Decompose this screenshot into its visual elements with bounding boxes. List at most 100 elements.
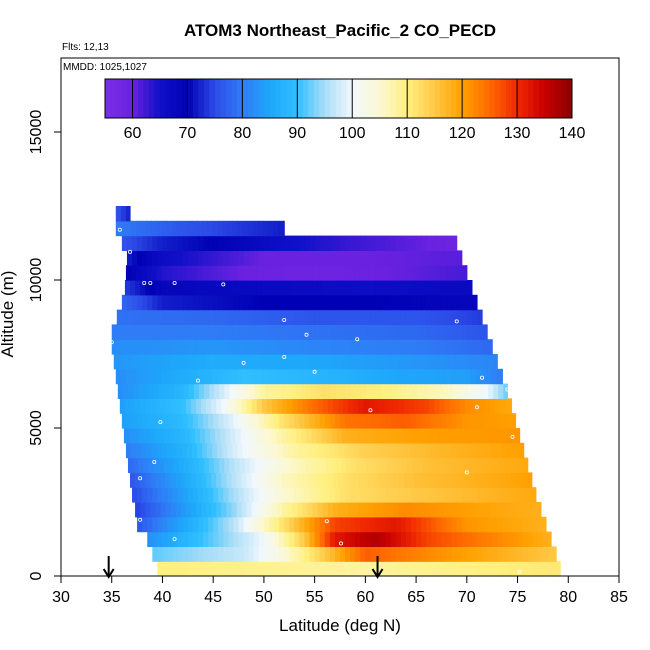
heatmap-cell	[365, 546, 372, 562]
heatmap-cell	[131, 442, 137, 459]
heatmap-cell	[213, 309, 219, 325]
heatmap-cell	[148, 383, 154, 399]
heatmap-cell	[451, 516, 458, 533]
heatmap-cell	[366, 457, 373, 473]
colorbar-segment	[324, 79, 331, 118]
heatmap-cell	[232, 442, 239, 459]
heatmap-cell	[177, 339, 184, 355]
colorbar-segment	[357, 79, 364, 118]
heatmap-cell	[295, 457, 302, 473]
heatmap-cell	[281, 354, 287, 370]
heatmap-cell	[183, 383, 190, 399]
heatmap-cell	[426, 339, 432, 355]
heatmap-cell	[367, 428, 374, 444]
heatmap-cell	[167, 546, 174, 562]
heatmap-cell	[332, 502, 339, 518]
heatmap-cell	[203, 531, 209, 547]
heatmap-cell	[233, 309, 240, 325]
heatmap-cell	[466, 487, 473, 503]
heatmap-cell	[423, 428, 429, 444]
heatmap-cell	[126, 309, 133, 325]
heatmap-cell	[166, 442, 173, 459]
heatmap-cell	[424, 472, 430, 488]
heatmap-cell	[426, 324, 432, 340]
heatmap-cell	[177, 324, 184, 340]
heatmap-cell	[489, 428, 495, 444]
heatmap-cell	[294, 294, 301, 311]
heatmap-cell	[137, 339, 143, 355]
heatmap-cell	[471, 413, 478, 429]
heatmap-cell	[302, 280, 309, 296]
heatmap-cell	[287, 472, 293, 488]
heatmap-cell	[223, 561, 229, 577]
heatmap-cell	[126, 294, 133, 311]
heatmap-cell	[191, 442, 198, 459]
heatmap-cell	[348, 472, 354, 488]
colorbar-tick-label: 70	[179, 125, 197, 142]
heatmap-cell	[492, 413, 498, 429]
heatmap-cell	[477, 457, 484, 473]
heatmap-cell	[150, 502, 156, 518]
heatmap-cell	[237, 368, 244, 385]
x-tick-label: 55	[306, 589, 324, 606]
sample-point	[152, 459, 157, 464]
heatmap-cell	[504, 428, 511, 444]
heatmap-cell	[172, 294, 179, 311]
heatmap-cell	[212, 442, 218, 459]
heatmap-cell	[436, 487, 443, 503]
heatmap-cell	[309, 309, 316, 325]
heatmap-cell	[365, 309, 372, 325]
heatmap-cell	[370, 531, 377, 547]
heatmap-cell	[345, 294, 351, 311]
heatmap-cell	[245, 354, 252, 370]
heatmap-cell	[238, 294, 245, 311]
heatmap-cell	[309, 546, 316, 562]
heatmap-cell	[371, 383, 378, 399]
heatmap-cell	[375, 235, 382, 251]
heatmap-cell	[260, 428, 267, 444]
heatmap-cell	[262, 220, 269, 237]
heatmap-cell	[416, 546, 422, 562]
heatmap-cell	[399, 368, 406, 385]
heatmap-cell	[253, 531, 260, 547]
heatmap-cell	[274, 516, 280, 533]
colorbar-segment	[258, 79, 265, 118]
heatmap-cell	[268, 561, 275, 577]
heatmap-cell	[162, 531, 169, 547]
heatmap-cell	[277, 398, 283, 414]
heatmap-cell	[238, 516, 245, 533]
heatmap-cell	[405, 235, 412, 251]
heatmap-cell	[162, 413, 169, 429]
heatmap-cell	[243, 531, 250, 547]
heatmap-cell	[497, 531, 503, 547]
heatmap-cell	[157, 516, 164, 533]
heatmap-cell	[482, 561, 488, 577]
heatmap-cell	[282, 472, 288, 488]
heatmap-cell	[226, 398, 233, 414]
heatmap-cell	[163, 383, 170, 399]
heatmap-cell	[137, 413, 143, 429]
heatmap-cell	[294, 250, 301, 266]
heatmap-cell	[390, 339, 397, 355]
heatmap-cell	[167, 531, 174, 547]
heatmap-cell	[467, 457, 474, 473]
heatmap-cell	[385, 339, 392, 355]
heatmap-cell	[405, 516, 412, 533]
heatmap-cell	[165, 472, 172, 488]
heatmap-cell	[476, 339, 483, 355]
heatmap-cell	[510, 502, 517, 518]
heatmap-cell	[411, 561, 417, 577]
heatmap-cell	[355, 339, 361, 355]
heatmap-cell	[151, 220, 157, 237]
colorbar-segment	[407, 79, 414, 118]
heatmap-cell	[433, 354, 440, 370]
heatmap-cell	[143, 383, 149, 399]
x-tick-label: 70	[458, 589, 476, 606]
heatmap-cell	[223, 309, 229, 325]
heatmap-cell	[378, 280, 385, 296]
heatmap-cell	[390, 546, 397, 562]
heatmap-cell	[169, 428, 176, 444]
colorbar-segment	[330, 79, 337, 118]
heatmap-cell	[340, 531, 346, 547]
heatmap-cell	[298, 442, 305, 459]
